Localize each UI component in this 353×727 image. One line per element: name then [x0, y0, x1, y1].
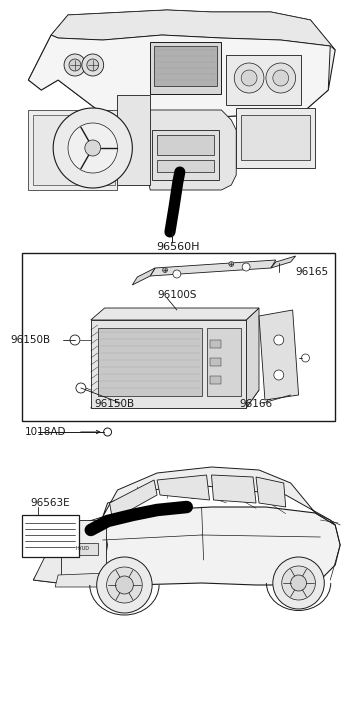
Bar [150, 42, 221, 94]
Polygon shape [147, 110, 236, 190]
Text: 96100S: 96100S [157, 290, 197, 300]
Polygon shape [103, 467, 335, 525]
Bar [152, 130, 220, 180]
Polygon shape [34, 517, 108, 583]
Polygon shape [118, 95, 150, 185]
Circle shape [301, 354, 310, 362]
Circle shape [173, 270, 181, 278]
Polygon shape [109, 480, 157, 520]
Polygon shape [55, 573, 110, 587]
Bar [210, 340, 221, 348]
Circle shape [87, 59, 99, 71]
Polygon shape [91, 390, 259, 408]
Polygon shape [29, 10, 335, 118]
Bar [210, 358, 221, 366]
Bar [157, 160, 215, 172]
Bar [157, 135, 215, 155]
Circle shape [273, 70, 289, 86]
Bar [226, 55, 300, 105]
Circle shape [70, 335, 80, 345]
Text: 96150B: 96150B [95, 399, 134, 409]
Circle shape [291, 575, 306, 591]
Polygon shape [150, 260, 276, 276]
Circle shape [107, 567, 142, 603]
Circle shape [242, 263, 250, 271]
Polygon shape [246, 308, 259, 408]
Polygon shape [157, 475, 210, 500]
Polygon shape [271, 256, 295, 268]
Bar [61, 520, 106, 575]
Text: HYUD: HYUD [76, 547, 90, 552]
Text: 96150B: 96150B [10, 335, 50, 345]
Polygon shape [51, 10, 335, 50]
Text: 96560H: 96560H [156, 242, 199, 252]
Bar [154, 46, 217, 86]
Circle shape [104, 428, 112, 436]
Text: 96165: 96165 [295, 267, 329, 277]
Bar [22, 253, 335, 421]
Polygon shape [34, 507, 340, 585]
Polygon shape [259, 310, 299, 400]
Bar [207, 328, 241, 396]
Circle shape [266, 63, 295, 93]
Bar [236, 108, 315, 168]
Bar [61, 523, 75, 548]
Bar [210, 376, 221, 384]
Polygon shape [132, 268, 155, 285]
Circle shape [162, 268, 167, 273]
Circle shape [76, 383, 86, 393]
Circle shape [241, 70, 257, 86]
Bar [241, 115, 310, 160]
Text: 96563E: 96563E [30, 498, 70, 508]
Circle shape [97, 557, 152, 613]
Polygon shape [34, 115, 114, 185]
Circle shape [274, 370, 284, 380]
Text: 1018AD: 1018AD [24, 427, 66, 437]
Circle shape [82, 54, 104, 76]
Circle shape [282, 566, 315, 600]
Polygon shape [29, 110, 118, 190]
Polygon shape [211, 475, 256, 503]
Text: 96166: 96166 [239, 399, 273, 409]
Circle shape [229, 262, 234, 267]
Circle shape [273, 557, 324, 609]
Circle shape [68, 123, 118, 173]
Polygon shape [91, 320, 246, 408]
Polygon shape [29, 35, 330, 118]
Circle shape [85, 140, 101, 156]
Polygon shape [91, 308, 259, 320]
Polygon shape [256, 477, 286, 507]
Circle shape [234, 63, 264, 93]
Circle shape [53, 108, 132, 188]
Circle shape [183, 504, 190, 510]
Circle shape [115, 576, 133, 594]
Bar [22, 515, 79, 557]
Bar [98, 328, 202, 396]
Circle shape [274, 335, 284, 345]
Bar [68, 543, 98, 555]
Circle shape [64, 54, 86, 76]
Circle shape [69, 59, 81, 71]
